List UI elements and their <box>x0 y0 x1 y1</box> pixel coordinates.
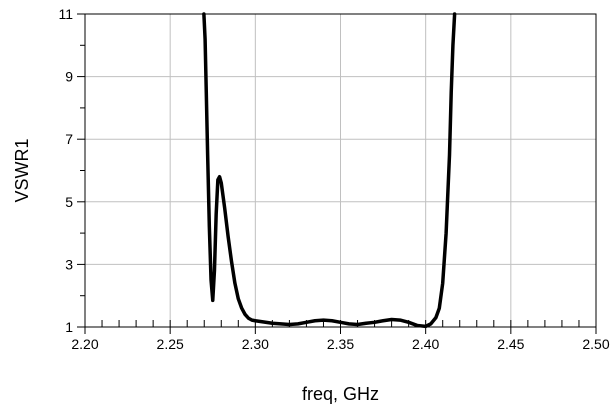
x-tick-label: 2.40 <box>412 336 439 352</box>
x-tick-label: 2.20 <box>71 336 98 352</box>
x-tick-label: 2.45 <box>497 336 524 352</box>
series-line-vswr1 <box>202 12 457 329</box>
y-axis-title: VSWR1 <box>12 138 32 202</box>
y-tick-label: 1 <box>65 319 73 335</box>
grid-lines <box>84 13 597 328</box>
plot-frame <box>84 13 597 328</box>
y-tick-label: 7 <box>65 131 73 147</box>
y-tick-label: 9 <box>65 69 73 85</box>
x-tick-label: 2.35 <box>327 336 354 352</box>
x-tick-label: 2.25 <box>157 336 184 352</box>
x-tick-labels: 2.20 2.25 2.30 2.35 2.40 2.45 2.50 <box>71 336 609 352</box>
y-tick-label: 3 <box>65 256 73 272</box>
x-axis-title: freq, GHz <box>302 384 379 404</box>
y-tick-label: 11 <box>58 6 73 22</box>
x-tick-label: 2.50 <box>582 336 609 352</box>
minor-ticks <box>77 13 597 334</box>
y-tick-labels: 1 3 5 7 9 11 <box>58 6 73 335</box>
x-tick-label: 2.30 <box>242 336 269 352</box>
y-tick-label: 5 <box>65 194 73 210</box>
